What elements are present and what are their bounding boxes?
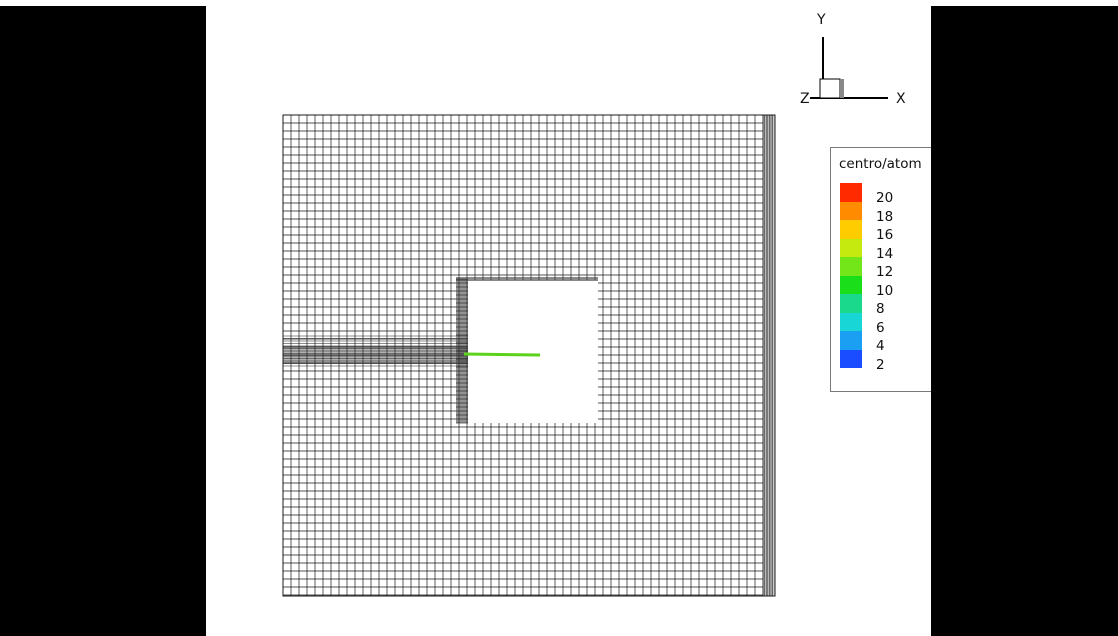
legend-label: 4 — [876, 338, 885, 354]
letterbox-right — [931, 6, 1118, 636]
legend-label: 12 — [876, 264, 894, 280]
legend-label: 14 — [876, 245, 894, 262]
crack-segment — [463, 352, 541, 357]
legend-label: 6 — [876, 319, 885, 336]
edge-strip — [763, 115, 775, 596]
hole-top-edge — [456, 277, 598, 281]
crack-line — [463, 352, 541, 357]
legend-title: centro/atom — [839, 156, 922, 172]
plot-viewport[interactable]: Y Z X centro/atom 20 18 16 14 12 10 8 6 … — [206, 6, 931, 636]
legend-label: 20 — [876, 190, 894, 206]
legend-label: 10 — [876, 282, 894, 299]
axis-y-label: Y — [817, 12, 826, 28]
legend-swatch — [840, 312, 862, 331]
legend-swatch — [840, 275, 862, 294]
hole — [468, 280, 598, 423]
legend-label: 2 — [876, 356, 885, 373]
legend-swatch — [840, 220, 862, 239]
crack-band — [283, 346, 468, 364]
legend-swatch — [840, 331, 862, 350]
legend-swatch — [840, 257, 862, 276]
letterbox-left — [0, 6, 206, 636]
legend-swatch — [840, 201, 862, 220]
legend-swatch — [840, 349, 862, 368]
legend-swatch — [840, 183, 862, 202]
axis-z-label: Z — [800, 91, 810, 107]
triad-cube — [819, 78, 841, 99]
legend-swatch — [840, 294, 862, 313]
mesh-scene[interactable] — [206, 6, 931, 636]
legend-label: 18 — [876, 208, 894, 225]
axis-triad — [810, 37, 888, 99]
axis-x-label: X — [896, 91, 906, 107]
legend-label: 16 — [876, 227, 894, 243]
contour-legend: centro/atom 20 18 16 14 12 10 8 6 4 2 — [830, 147, 931, 392]
plate-outline — [282, 114, 776, 597]
legend-label: 8 — [876, 301, 885, 317]
triad-cube-side — [840, 79, 844, 98]
legend-swatch — [840, 238, 862, 257]
